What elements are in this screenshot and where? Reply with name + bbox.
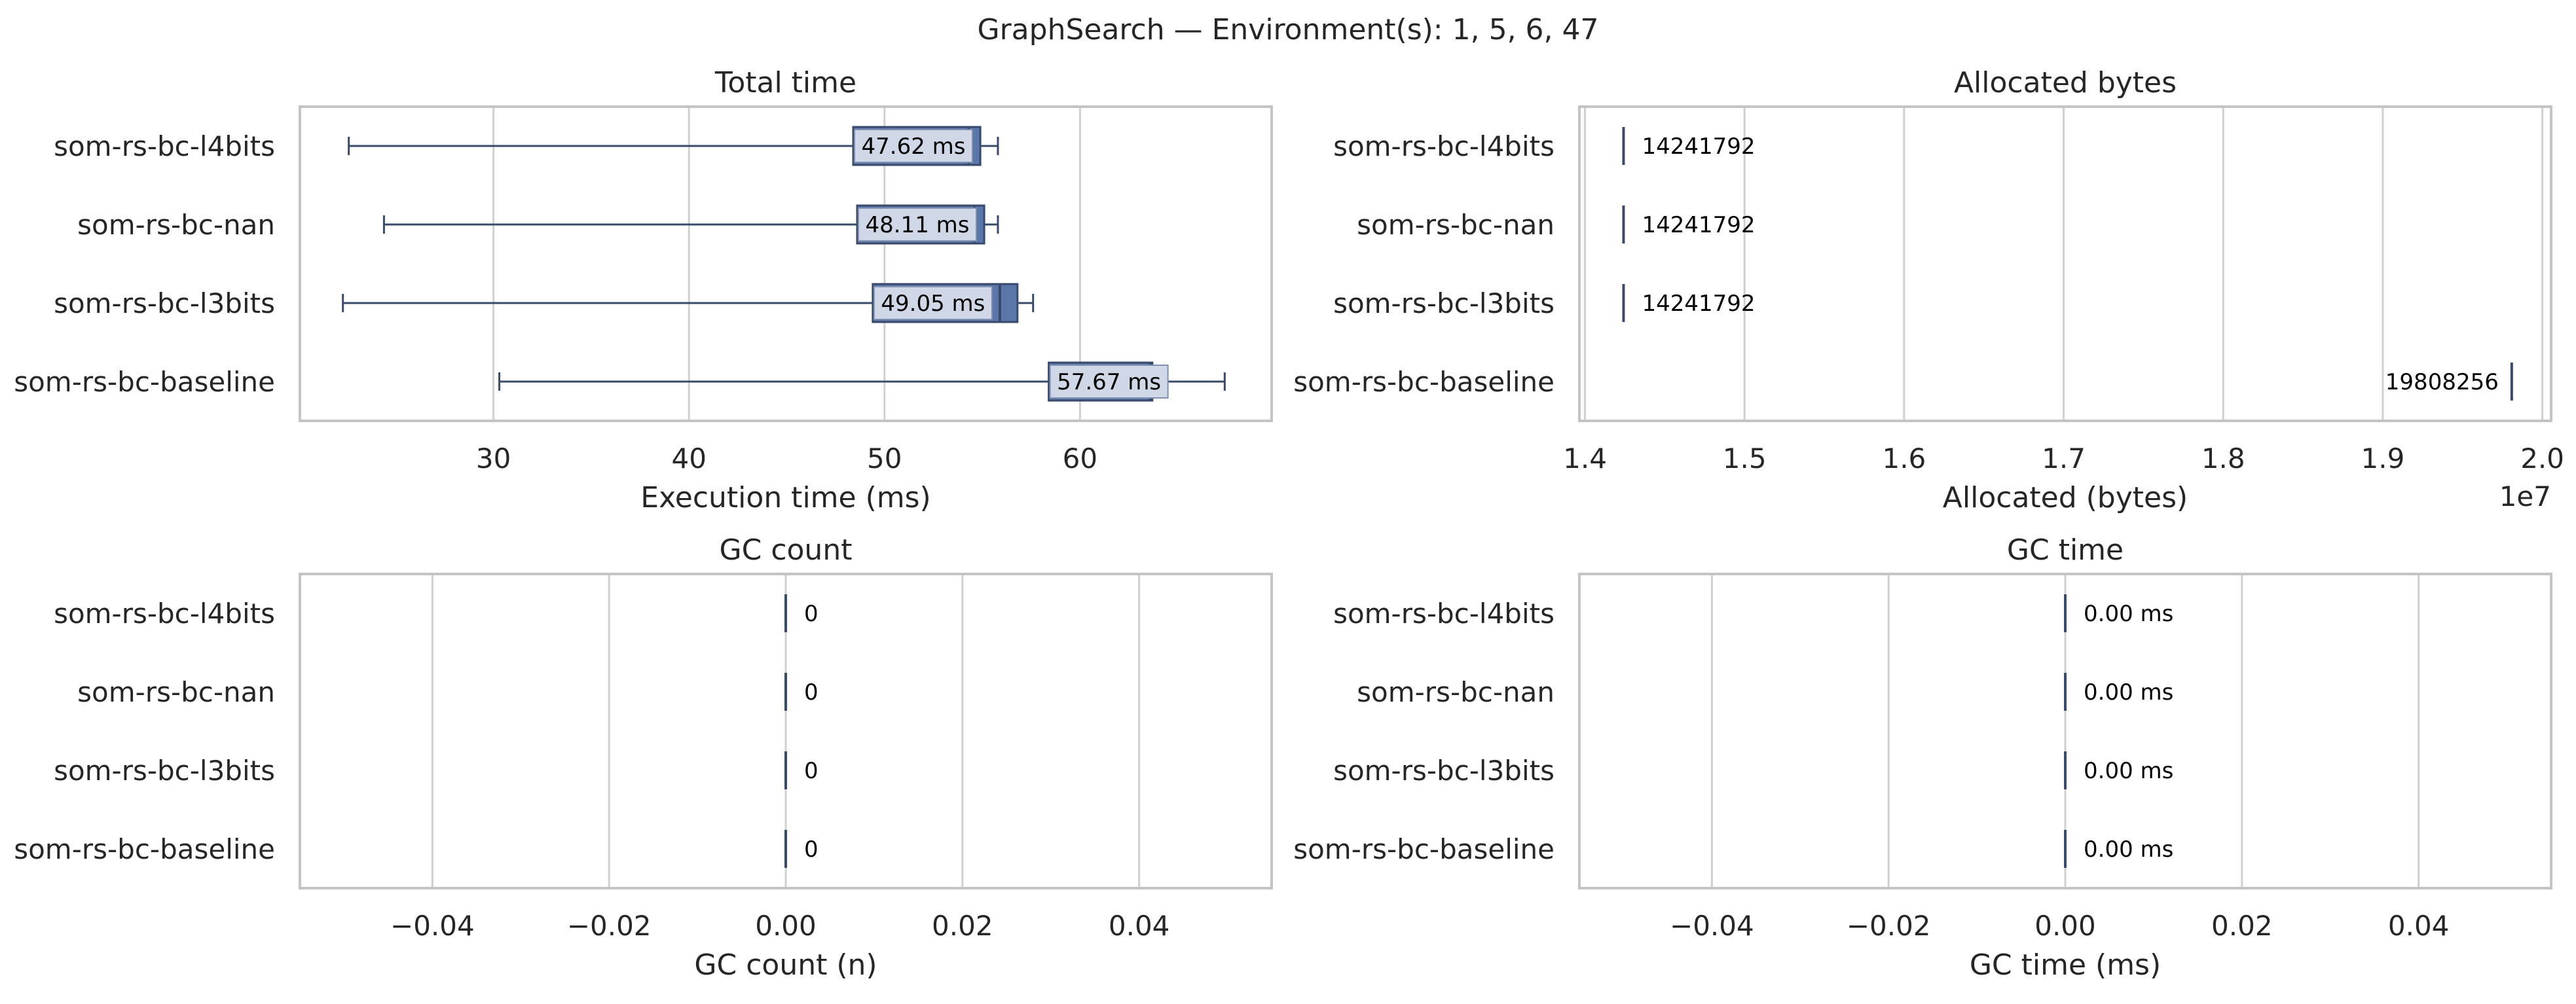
y-tick-label: som-rs-bc-l3bits bbox=[1333, 755, 1555, 787]
y-tick-label: som-rs-bc-l4bits bbox=[1333, 598, 1555, 630]
plot-frame bbox=[299, 573, 1273, 889]
x-tick-label: 1.5 bbox=[1723, 442, 1767, 475]
x-tick-label: −0.02 bbox=[567, 910, 652, 942]
y-tick-label: som-rs-bc-nan bbox=[77, 676, 275, 708]
chart-panel-1: 47.62 ms 48.11 ms 49.05 ms 57.67 ms som-rs-b… bbox=[14, 66, 1273, 514]
value-label: 14241792 bbox=[1642, 291, 1755, 317]
plot-frame bbox=[1578, 573, 2552, 889]
value-label: 47.62 ms bbox=[862, 134, 966, 160]
panel-title: GC time bbox=[2007, 533, 2124, 567]
x-tick-label: 0.00 bbox=[755, 910, 817, 942]
figure-title: GraphSearch — Environment(s): 1, 5, 6, 4… bbox=[977, 13, 1599, 46]
x-tick-label: 0.00 bbox=[2034, 910, 2096, 942]
x-tick-label: 1.7 bbox=[2042, 442, 2086, 475]
value-label-bg bbox=[1049, 365, 1169, 399]
panel-title: Allocated bytes bbox=[1954, 66, 2177, 99]
value-label: 14241792 bbox=[1642, 212, 1755, 238]
y-tick-label: som-rs-bc-baseline bbox=[14, 366, 275, 398]
panel-title: GC count bbox=[720, 533, 853, 567]
y-tick-label: som-rs-bc-l3bits bbox=[1333, 287, 1555, 319]
x-tick-label: −0.04 bbox=[390, 910, 475, 942]
x-tick-label: 0.02 bbox=[932, 910, 993, 942]
x-axis-label: GC count (n) bbox=[694, 948, 877, 982]
y-tick-label: som-rs-bc-nan bbox=[1357, 209, 1555, 241]
x-tick-label: 2.0 bbox=[2520, 442, 2564, 475]
value-label: 57.67 ms bbox=[1057, 369, 1161, 395]
y-tick-label: som-rs-bc-l4bits bbox=[1333, 130, 1555, 162]
chart-panel-2: 14241792 14241792 14241792 19808256 som-rs-b… bbox=[1293, 66, 2564, 514]
x-tick-label: 0.04 bbox=[1109, 910, 1170, 942]
value-label-bg bbox=[854, 129, 974, 163]
x-tick-label: 1.4 bbox=[1563, 442, 1607, 475]
x-tick-label: −0.02 bbox=[1847, 910, 1931, 942]
y-tick-label: som-rs-bc-l3bits bbox=[54, 287, 275, 319]
x-tick-label: −0.04 bbox=[1670, 910, 1754, 942]
chart-panel-3: 0 0 0 0 som-rs-bc-l4bits som-rs-bc-nan som-rs-… bbox=[14, 533, 1273, 982]
value-label: 0 bbox=[804, 836, 819, 863]
y-tick-label: som-rs-bc-nan bbox=[77, 209, 275, 241]
panel-title: Total time bbox=[714, 66, 856, 99]
y-tick-label: som-rs-bc-l3bits bbox=[54, 755, 275, 787]
axis-offset-label: 1e7 bbox=[2499, 480, 2551, 512]
value-label: 0.00 ms bbox=[2084, 601, 2173, 627]
x-axis-label: Execution time (ms) bbox=[640, 481, 930, 514]
value-label: 0.00 ms bbox=[2084, 758, 2173, 784]
value-label: 0 bbox=[804, 601, 819, 627]
value-label: 0.00 ms bbox=[2084, 836, 2173, 863]
x-tick-label: 30 bbox=[476, 442, 511, 475]
y-tick-label: som-rs-bc-baseline bbox=[14, 833, 275, 865]
x-axis-label: Allocated (bytes) bbox=[1943, 481, 2188, 514]
value-label: 0 bbox=[804, 758, 819, 784]
chart-panel-4: 0.00 ms 0.00 ms 0.00 ms 0.00 ms som-rs-bc-l4… bbox=[1293, 533, 2552, 982]
x-tick-label: 0.02 bbox=[2211, 910, 2273, 942]
y-tick-label: som-rs-bc-l4bits bbox=[54, 598, 275, 630]
value-label: 0.00 ms bbox=[2084, 679, 2173, 706]
value-label-bg bbox=[857, 207, 977, 242]
value-label: 14241792 bbox=[1642, 134, 1755, 160]
value-label: 19808256 bbox=[2385, 369, 2499, 395]
value-label: 48.11 ms bbox=[865, 212, 969, 238]
y-tick-label: som-rs-bc-nan bbox=[1357, 676, 1555, 708]
x-axis-label: GC time (ms) bbox=[1970, 948, 2161, 982]
value-label: 49.05 ms bbox=[881, 291, 985, 317]
x-tick-label: 1.6 bbox=[1882, 442, 1926, 475]
y-tick-label: som-rs-bc-l4bits bbox=[54, 130, 275, 162]
value-label: 0 bbox=[804, 679, 819, 706]
x-tick-label: 1.9 bbox=[2361, 442, 2405, 475]
value-label-bg bbox=[873, 286, 993, 320]
x-tick-label: 60 bbox=[1063, 442, 1097, 475]
x-tick-label: 1.8 bbox=[2201, 442, 2245, 475]
plot-frame bbox=[299, 105, 1273, 422]
y-tick-label: som-rs-bc-baseline bbox=[1293, 833, 1555, 865]
x-tick-label: 50 bbox=[867, 442, 902, 475]
x-tick-label: 0.04 bbox=[2388, 910, 2450, 942]
x-tick-label: 40 bbox=[671, 442, 706, 475]
plot-frame bbox=[1578, 105, 2552, 422]
y-tick-label: som-rs-bc-baseline bbox=[1293, 366, 1555, 398]
